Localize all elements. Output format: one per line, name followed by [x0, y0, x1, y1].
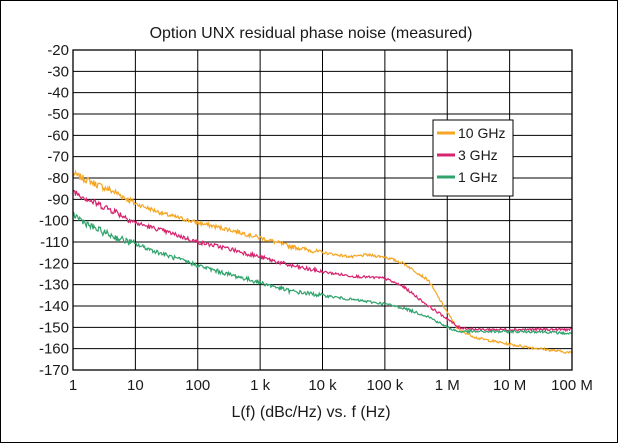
x-tick-label: 10 M: [493, 377, 526, 394]
y-tick-label: -90: [47, 191, 69, 208]
legend-label: 10 GHz: [458, 125, 505, 141]
legend-label: 1 GHz: [458, 169, 498, 185]
y-axis-ticks: -20 -30 -40 -50 -60 -70 -80 -90 -100 -110 -120 -130…: [39, 42, 69, 379]
y-tick-label: -110: [40, 234, 69, 251]
chart-title: Option UNX residual phase noise (measure…: [150, 25, 473, 42]
x-axis-label: L(f) (dBc/Hz) vs. f (Hz): [231, 404, 390, 421]
legend: 10 GHz 3 GHz 1 GHz: [432, 119, 514, 197]
y-tick-label: -30: [47, 63, 69, 80]
series-layer: [72, 169, 573, 355]
x-tick-label: 100: [185, 377, 210, 394]
y-tick-label: -50: [47, 106, 69, 123]
plot-border: [72, 49, 573, 371]
x-tick-label: 1 M: [435, 377, 460, 394]
y-tick-label: -120: [39, 255, 69, 272]
x-tick-label: 1: [69, 377, 77, 394]
y-tick-label: -140: [39, 298, 69, 315]
series-line-3-ghz: [72, 189, 572, 333]
y-tick-label: -70: [47, 149, 69, 166]
series-line-10-ghz: [72, 169, 573, 355]
y-tick-label: -60: [47, 127, 69, 144]
x-tick-label: 100 k: [367, 377, 404, 394]
series-line-1-ghz: [72, 211, 573, 336]
x-tick-label: 1 k: [250, 377, 271, 394]
y-tick-label: -170: [39, 362, 69, 379]
grid: [72, 49, 573, 371]
y-tick-label: -160: [39, 341, 69, 358]
y-tick-label: -20: [47, 42, 69, 59]
y-tick-label: -130: [39, 277, 69, 294]
y-tick-label: -80: [47, 170, 69, 187]
x-tick-label: 10 k: [308, 377, 337, 394]
x-tick-label: 10: [127, 377, 144, 394]
x-tick-label: 100 M: [551, 377, 593, 394]
y-tick-label: -40: [47, 85, 69, 102]
legend-label: 3 GHz: [458, 147, 498, 163]
y-tick-label: -100: [39, 213, 69, 230]
x-axis-ticks: 1 10 100 1 k 10 k 100 k 1 M 10 M 100 M: [69, 377, 593, 394]
y-tick-label: -150: [39, 319, 69, 336]
